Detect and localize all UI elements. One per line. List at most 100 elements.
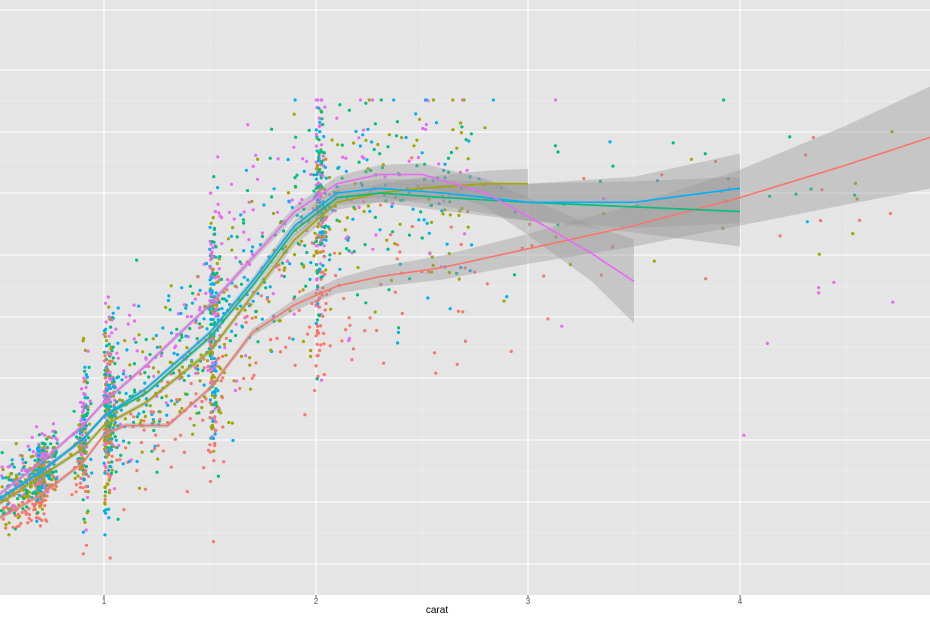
data-point (216, 312, 220, 316)
data-point (269, 338, 273, 342)
data-point (9, 472, 13, 476)
data-point (169, 372, 173, 376)
data-point (267, 300, 271, 304)
data-point (599, 273, 603, 277)
data-point (383, 175, 387, 179)
data-point (295, 173, 299, 177)
data-point (256, 157, 260, 161)
data-point (208, 298, 212, 303)
data-point (102, 439, 106, 443)
confidence-band-0 (0, 86, 930, 520)
data-point (292, 145, 296, 149)
data-point (40, 507, 45, 511)
data-point (178, 338, 182, 342)
data-point (79, 481, 83, 485)
data-point (554, 98, 558, 102)
data-point (416, 155, 420, 160)
data-point (142, 419, 146, 423)
data-point (350, 358, 354, 362)
data-point (338, 103, 342, 107)
data-point (404, 135, 408, 140)
data-point (410, 224, 414, 229)
data-point (129, 458, 133, 462)
data-point (201, 369, 205, 373)
data-point (434, 121, 439, 125)
data-point (671, 141, 675, 145)
data-point (137, 304, 141, 308)
data-point (317, 151, 321, 155)
data-point (194, 392, 198, 396)
data-point (197, 411, 201, 415)
data-point (190, 360, 194, 364)
data-point (129, 412, 133, 416)
data-point (400, 136, 404, 140)
data-point (858, 218, 862, 222)
data-point (114, 327, 118, 331)
data-point (54, 469, 58, 473)
data-point (208, 247, 212, 251)
data-point (84, 424, 89, 428)
data-point (804, 153, 808, 157)
data-point (32, 505, 36, 509)
data-point (114, 400, 118, 404)
x-axis: 1 2 3 4 (102, 595, 743, 606)
data-point (292, 112, 296, 116)
data-point (311, 207, 315, 211)
data-point (371, 247, 375, 251)
data-point (449, 225, 453, 229)
data-point (431, 98, 435, 102)
data-point (217, 409, 221, 413)
data-point (221, 376, 225, 380)
data-point (379, 98, 383, 102)
data-point (218, 255, 222, 259)
data-point (247, 238, 251, 242)
data-point (152, 420, 156, 424)
data-point (103, 404, 107, 408)
data-point (293, 363, 297, 367)
data-point (314, 132, 318, 136)
data-point (7, 521, 11, 525)
data-point (473, 270, 477, 274)
data-point (226, 278, 230, 282)
data-point (301, 288, 305, 292)
data-point (180, 406, 184, 411)
data-point (24, 491, 28, 495)
data-point (318, 324, 323, 328)
data-point (318, 130, 322, 134)
data-point (363, 243, 367, 247)
data-point (357, 205, 361, 209)
data-point (143, 414, 147, 419)
data-point (81, 498, 85, 502)
data-point (121, 439, 126, 443)
data-point (315, 324, 320, 328)
data-point (6, 502, 10, 506)
data-point (33, 458, 37, 462)
data-point (133, 319, 137, 323)
data-point (365, 158, 369, 162)
data-point (239, 213, 243, 217)
data-point (112, 487, 117, 491)
data-point (198, 288, 202, 292)
data-point (211, 216, 215, 220)
data-point (323, 105, 327, 109)
data-point (33, 491, 38, 495)
data-point (36, 449, 40, 453)
data-point (143, 371, 147, 375)
data-point (105, 380, 109, 384)
data-point (395, 243, 400, 247)
data-point (156, 444, 160, 448)
data-point (254, 309, 258, 314)
data-point (317, 116, 321, 120)
data-point (817, 252, 821, 256)
data-point (396, 330, 401, 334)
data-point (320, 230, 324, 234)
data-point (211, 361, 215, 365)
data-point (188, 284, 192, 288)
data-point (169, 465, 173, 469)
data-point (203, 395, 207, 399)
data-point (27, 507, 31, 511)
data-point (282, 274, 286, 279)
data-point (89, 457, 93, 461)
data-point (451, 98, 455, 102)
data-point (217, 267, 221, 271)
